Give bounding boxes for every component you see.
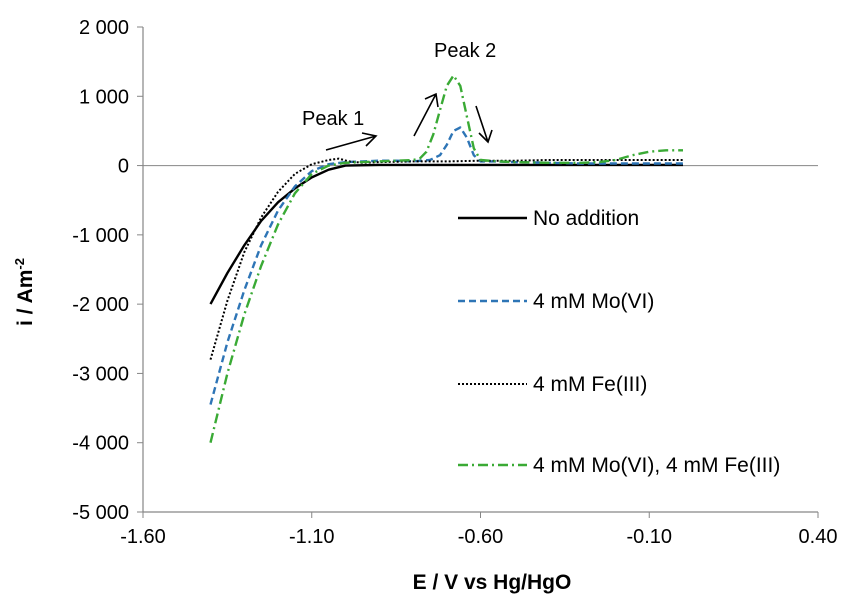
y-axis-title: i / Am-2 [12,258,37,326]
series-line-3 [209,157,683,360]
annotation-peak-2: Peak 2 [434,40,496,62]
series-line-1 [209,163,683,305]
annotation-peak-1: Peak 1 [302,108,364,130]
y-tick-label: -1 000 [72,225,129,247]
legend-label-2: 4 mM Mo(VI) [533,290,654,313]
x-tick-label: -0.10 [626,526,672,548]
y-tick-label: -5 000 [72,502,129,524]
legend-label-3: 4 mM Fe(III) [533,373,647,396]
legend-label-1: No addition [533,207,639,230]
y-tick-label: -4 000 [72,433,129,455]
y-tick-label: 2 000 [79,17,129,39]
arrow-peak-1-icon [325,132,378,151]
y-axis-title-main: i / Am [14,270,37,326]
plot-area [209,74,683,443]
arrow-peak-2-up-icon [413,92,439,137]
y-tick-label: 1 000 [79,86,129,108]
x-axis-title: E / V vs Hg/HgO [413,571,572,594]
x-tick-label: 0.40 [799,526,838,548]
x-tick-label: -1.60 [120,526,166,548]
y-axis-title-superscript: -2 [12,258,27,270]
annotations: Peak 1 Peak 2 [302,40,496,151]
legend-label-4: 4 mM Mo(VI), 4 mM Fe(III) [533,454,780,477]
series-line-2 [209,126,683,405]
legend: No addition 4 mM Mo(VI) 4 mM Fe(III) 4 mM M… [458,207,780,477]
y-tick-label: 0 [118,156,129,178]
x-tick-label: -1.10 [289,526,335,548]
x-tick-label: -0.60 [458,526,504,548]
y-tick-label: -3 000 [72,363,129,385]
axes: 2 000 1 000 0 -1 000 -2 000 -3 000 -4 000 -5 00… [72,17,837,548]
y-tick-label: -2 000 [72,294,129,316]
arrow-peak-2-down-icon [475,105,493,144]
